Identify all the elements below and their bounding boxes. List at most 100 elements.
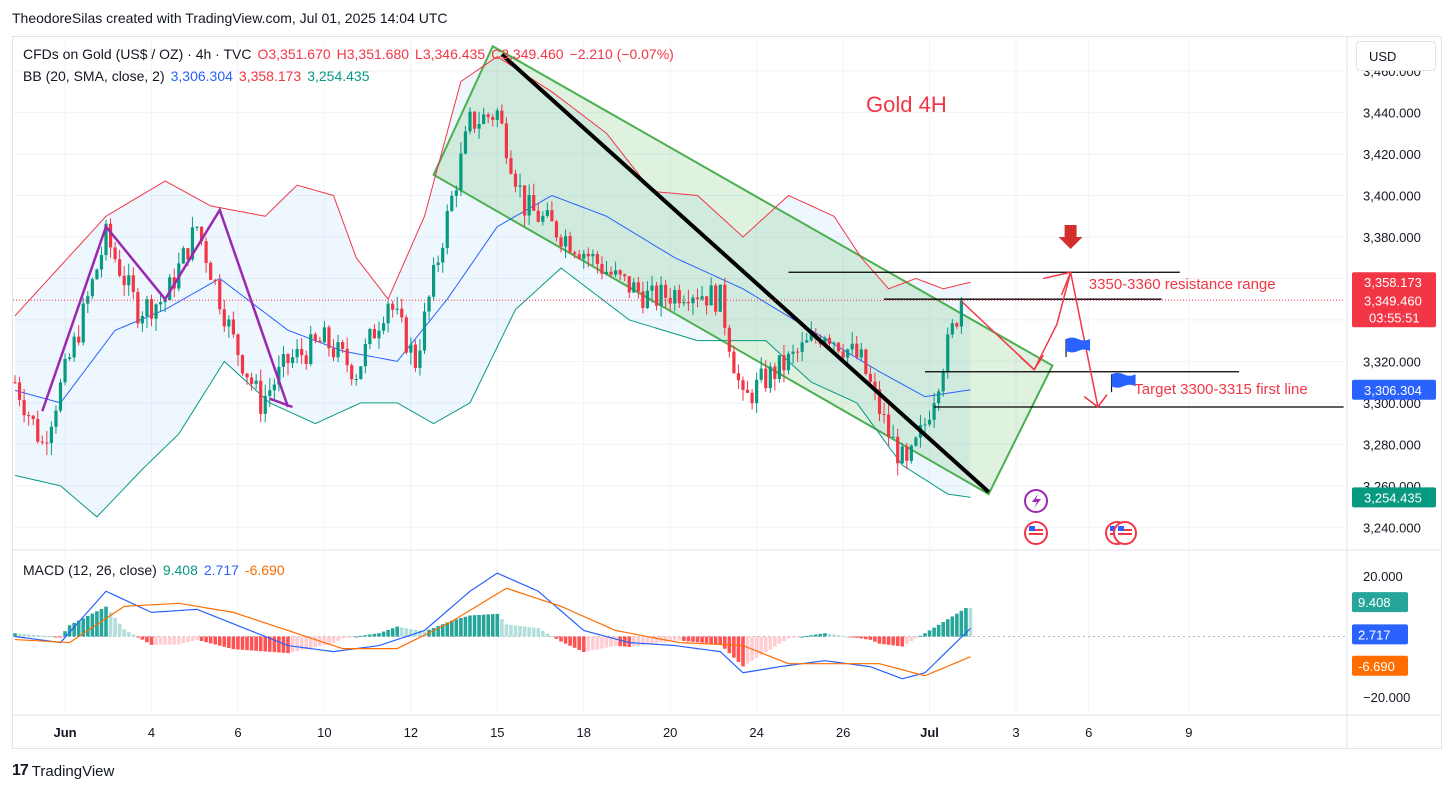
macd-histogram-bar [363,635,368,637]
macd-histogram-bar [827,633,832,637]
macd-histogram-bar [172,636,177,645]
projected-arrowhead-up [1043,271,1072,296]
candle-body [873,381,877,390]
candle-body [441,247,445,263]
candle-body [104,223,108,256]
macd-histogram-bar [832,634,836,637]
candle-body [659,284,663,306]
price-tick-label: 3,420.000 [1363,147,1421,162]
candle-body [800,342,804,352]
macd-histogram-bar [158,636,163,645]
macd-histogram-bar [531,627,536,637]
candle-body [250,377,254,384]
candle-body [13,382,17,384]
bb-upper-badge-bg [1352,272,1436,293]
macd-histogram-bar [90,613,95,637]
ohlc-open: O3,351.670 [257,46,331,62]
macd-histogram-bar [45,635,49,637]
macd-histogram-bar [390,628,395,637]
macd-histogram-bar [823,633,827,637]
macd-histogram-bar [686,636,691,642]
macd-histogram-bar [122,629,126,637]
macd-histogram-bar [886,636,891,645]
macd-histogram-bar [950,616,955,637]
candle-body [118,259,122,276]
macd-histogram-bar [723,636,727,649]
bb-lower-badge: 3,254.435 [1364,490,1422,505]
macd-histogram-bar [49,636,54,638]
time-tick-label: 18 [577,725,591,740]
macd-histogram-bar [399,627,404,637]
candle-body [472,111,477,129]
candle-body [604,271,609,274]
candle-body [95,269,99,280]
candle-body [395,308,399,310]
macd-histogram-bar [63,631,67,637]
candle-body [190,227,195,260]
candle-body [750,392,754,404]
candle-body [764,368,768,389]
macd-histogram-bar [745,636,750,664]
time-tick-label: 4 [148,725,155,740]
macd-histogram-bar [577,636,581,650]
macd-histogram-bar [490,614,495,637]
candle-body [45,442,49,444]
macd-histogram-bar [395,626,399,637]
macd-signal-badge: -6.690 [1358,659,1395,674]
macd-histogram-bar [13,633,17,637]
candle-body [827,337,832,344]
macd-histogram-bar [968,608,973,637]
candle-body [877,389,882,414]
macd-histogram-bar [641,636,645,646]
candle-body [632,282,636,293]
macd-histogram-bar [791,636,795,638]
price-tick-label: 3,380.000 [1363,230,1421,245]
candle-body [823,337,827,345]
macd-histogram-bar [650,636,654,644]
macd-histogram-bar [486,614,490,637]
candle-body [600,263,604,274]
bb-basis-badge: 3,306.304 [1364,383,1422,398]
macd-histogram-bar [836,635,841,637]
flag-icon [1111,372,1136,388]
candle-body [77,336,81,343]
macd-histogram-bar [964,608,968,637]
bb-basis-badge-bg [1352,379,1436,400]
candle-body [140,316,144,324]
macd-histogram-bar [167,636,172,645]
macd-histogram-bar [877,636,882,644]
macd-histogram-bar [327,636,331,645]
us-flag-canton [1029,526,1035,531]
projected-arrowhead-down [1083,394,1108,409]
candle-body [491,117,495,120]
time-tick-label: 15 [490,725,504,740]
us-flag-canton [1118,526,1124,531]
macd-histogram-bar [386,629,390,637]
currency-selector[interactable]: USD [1356,41,1436,71]
macd-histogram-bar [909,636,914,642]
candle-body [213,279,217,281]
footer-brand: 17 TradingView [12,762,114,780]
macd-histogram-bar [76,620,81,637]
macd-histogram-bar [736,636,741,663]
macd-histogram-bar [481,614,486,637]
macd-histogram-bar [177,636,181,645]
chart-frame [12,36,1442,749]
candle-body [509,158,513,174]
candle-body [709,285,713,306]
macd-histogram-bar [136,636,140,638]
candle-body [386,303,390,324]
macd-histogram-bar [936,624,941,637]
projected-path [960,272,1099,408]
candle-body [418,350,422,368]
macd-histogram-bar [272,636,277,653]
candle-body [231,319,235,335]
candle-body [736,373,741,381]
flag-icon [1066,337,1091,353]
time-tick-label: 6 [1085,725,1092,740]
candle-body [946,334,950,373]
macd-legend: MACD (12, 26, close) 9.408 2.717 -6.690 [23,562,291,578]
candle-body [336,342,340,358]
time-tick-label: Jul [920,725,939,740]
